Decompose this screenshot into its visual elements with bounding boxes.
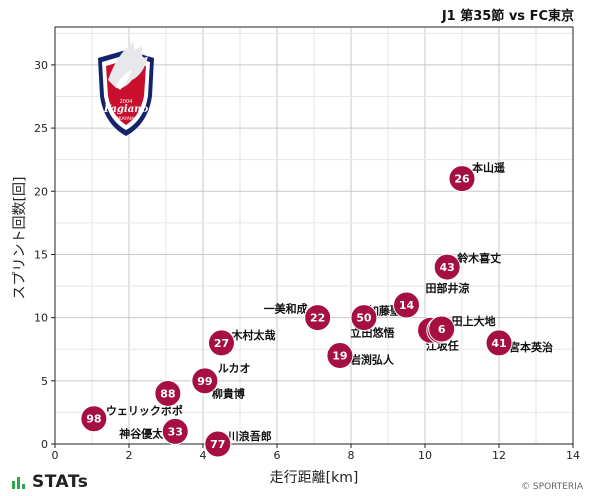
player-name-label: 一美和成 bbox=[264, 302, 308, 316]
x-tick-label: 12 bbox=[492, 449, 506, 462]
player-number-label: 77 bbox=[210, 438, 225, 451]
player-number-label: 14 bbox=[399, 299, 415, 312]
x-tick-label: 6 bbox=[274, 449, 281, 462]
player-number-label: 99 bbox=[197, 375, 212, 388]
y-tick-label: 0 bbox=[41, 438, 48, 451]
player-number-label: 41 bbox=[491, 337, 506, 350]
player-point bbox=[208, 329, 235, 357]
player-point bbox=[350, 304, 378, 332]
grid bbox=[54, 27, 574, 445]
player-number-label: 26 bbox=[454, 173, 470, 186]
player-number-label: 27 bbox=[214, 337, 229, 350]
x-tick-label: 14 bbox=[566, 449, 580, 462]
y-tick-label: 15 bbox=[34, 248, 48, 261]
player-number-label: 43 bbox=[440, 261, 455, 274]
player-point bbox=[304, 304, 332, 332]
player-number-label: 98 bbox=[86, 413, 101, 426]
player-name-label: 本山遥 bbox=[472, 161, 505, 175]
player-name-label: 木村太哉 bbox=[231, 328, 276, 342]
x-axis-label: 走行距離[km] bbox=[270, 469, 359, 486]
player-name-label: 田上大地 bbox=[452, 314, 496, 328]
x-tick-label: 2 bbox=[126, 449, 133, 462]
player-name-label: ルカオ bbox=[218, 362, 251, 375]
player-name-label: 宮本英治 bbox=[509, 340, 553, 354]
copyright-text: © SPORTERIA bbox=[521, 482, 583, 492]
team-logo: 2004 Fagiano OKAYAMA bbox=[98, 42, 154, 136]
logo-est-text: 2004 bbox=[120, 99, 133, 105]
axes: 0 2 4 6 8 10 12 14 0 5 10 15 20 25 30 bbox=[34, 26, 580, 462]
player-point bbox=[161, 417, 189, 445]
y-tick-label: 10 bbox=[34, 312, 48, 325]
player-point bbox=[326, 342, 354, 370]
player-number-label: 6 bbox=[438, 323, 446, 336]
data-points: 本山遥鈴木喜丈田部井涼加藤聖一美和成立田悠悟江坂任田上大地宮本英治木村太哉岩渕弘… bbox=[80, 161, 553, 458]
player-number-label: 88 bbox=[160, 387, 175, 400]
player-name-label: 岩渕弘人 bbox=[349, 353, 395, 367]
player-point bbox=[80, 405, 108, 433]
x-tick-label: 0 bbox=[52, 449, 59, 462]
x-tick-label: 4 bbox=[200, 449, 207, 462]
player-point bbox=[393, 291, 420, 319]
player-name-label: ウェリックポポ bbox=[106, 404, 183, 418]
logo-wordmark: Fagiano bbox=[103, 104, 149, 115]
x-tick-label: 10 bbox=[418, 449, 432, 462]
player-name-label: 川浪吾郎 bbox=[227, 429, 272, 443]
plot-frame bbox=[54, 26, 574, 445]
y-tick-label: 5 bbox=[41, 375, 48, 388]
player-number-label: 19 bbox=[332, 350, 347, 363]
y-tick-label: 20 bbox=[34, 185, 48, 198]
player-point bbox=[204, 430, 232, 458]
stats-brand: STATs bbox=[12, 472, 88, 492]
y-tick-label: 30 bbox=[34, 59, 48, 72]
player-number-label: 22 bbox=[310, 312, 325, 325]
player-name-label: 田部井涼 bbox=[426, 281, 470, 295]
player-name-label: 神谷優太 bbox=[119, 426, 164, 440]
chart-title: J1 第35節 vs FC東京 bbox=[441, 8, 574, 24]
y-tick-label: 25 bbox=[34, 122, 48, 135]
player-point bbox=[428, 315, 456, 343]
player-point bbox=[448, 165, 476, 193]
stats-brand-text: STATs bbox=[32, 472, 89, 492]
y-axis-label: スプリント回数[回] bbox=[12, 177, 28, 300]
player-name-label: 鈴木喜丈 bbox=[457, 251, 501, 265]
player-point bbox=[485, 329, 513, 357]
player-point bbox=[154, 379, 182, 407]
player-number-label: 50 bbox=[356, 312, 372, 325]
player-number-label: 33 bbox=[168, 425, 183, 438]
player-point bbox=[433, 253, 461, 281]
logo-city: OKAYAMA bbox=[115, 116, 138, 122]
player-name-label: 柳貴博 bbox=[212, 386, 245, 400]
bar-chart-icon bbox=[12, 477, 25, 489]
x-tick-label: 8 bbox=[348, 449, 355, 462]
player-point bbox=[191, 367, 219, 395]
